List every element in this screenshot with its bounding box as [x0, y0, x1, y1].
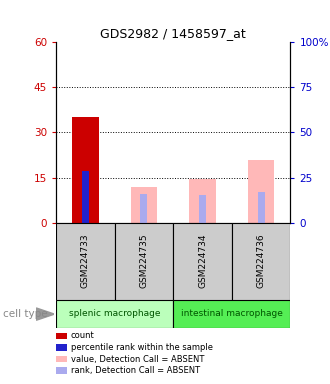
Text: value, Detection Call = ABSENT: value, Detection Call = ABSENT	[71, 354, 204, 364]
Text: cell type: cell type	[3, 309, 48, 319]
Bar	[141, 194, 148, 223]
Bar	[115, 223, 173, 300]
Bar	[173, 223, 232, 300]
Title: GDS2982 / 1458597_at: GDS2982 / 1458597_at	[100, 26, 246, 40]
Bar	[131, 187, 157, 223]
Text: GSM224735: GSM224735	[140, 234, 148, 288]
Bar	[258, 192, 265, 223]
Bar	[82, 171, 89, 223]
Bar	[189, 179, 216, 223]
Bar	[56, 223, 115, 300]
Bar	[232, 223, 290, 300]
Bar	[199, 195, 206, 223]
Bar	[248, 160, 274, 223]
Text: percentile rank within the sample: percentile rank within the sample	[71, 343, 213, 352]
Text: GSM224734: GSM224734	[198, 234, 207, 288]
Bar	[56, 300, 173, 328]
Bar	[72, 118, 99, 223]
Text: GSM224733: GSM224733	[81, 234, 90, 288]
Bar	[173, 300, 290, 328]
Text: splenic macrophage: splenic macrophage	[69, 310, 160, 318]
Text: rank, Detection Call = ABSENT: rank, Detection Call = ABSENT	[71, 366, 200, 375]
Text: GSM224736: GSM224736	[257, 234, 266, 288]
Polygon shape	[36, 308, 54, 320]
Text: count: count	[71, 331, 94, 341]
Text: intestinal macrophage: intestinal macrophage	[181, 310, 283, 318]
